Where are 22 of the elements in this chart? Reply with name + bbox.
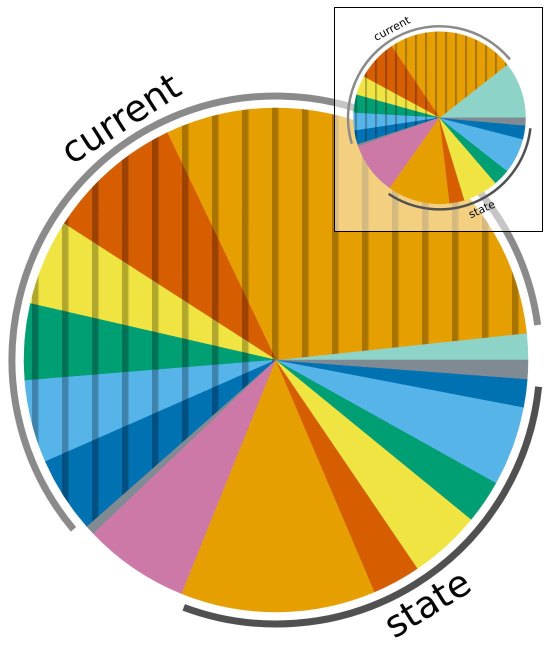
- pie-slice: [276, 360, 524, 484]
- text: state: [466, 198, 498, 222]
- pie-slice: [353, 112, 440, 131]
- pie-slice: [93, 360, 276, 594]
- pie-slice: [276, 360, 528, 408]
- pie-slice: [368, 46, 440, 118]
- pie-slice: [439, 118, 465, 204]
- pie-slice: [24, 360, 276, 462]
- pie-slice: [439, 118, 526, 126]
- pie-slice: [24, 303, 276, 381]
- pie-slice: [30, 223, 276, 360]
- pie-slice: [439, 64, 526, 118]
- pie-slice: [439, 118, 496, 200]
- pie-slice: [356, 76, 440, 118]
- pie-slice: [276, 360, 472, 569]
- pie-slice: [276, 360, 496, 520]
- pie-slice: [353, 94, 440, 118]
- pie-slice: [45, 360, 276, 527]
- pie-slice: [358, 118, 440, 188]
- pie-slice: [439, 118, 508, 184]
- text: state: [376, 560, 479, 647]
- pie-slice: [439, 118, 524, 172]
